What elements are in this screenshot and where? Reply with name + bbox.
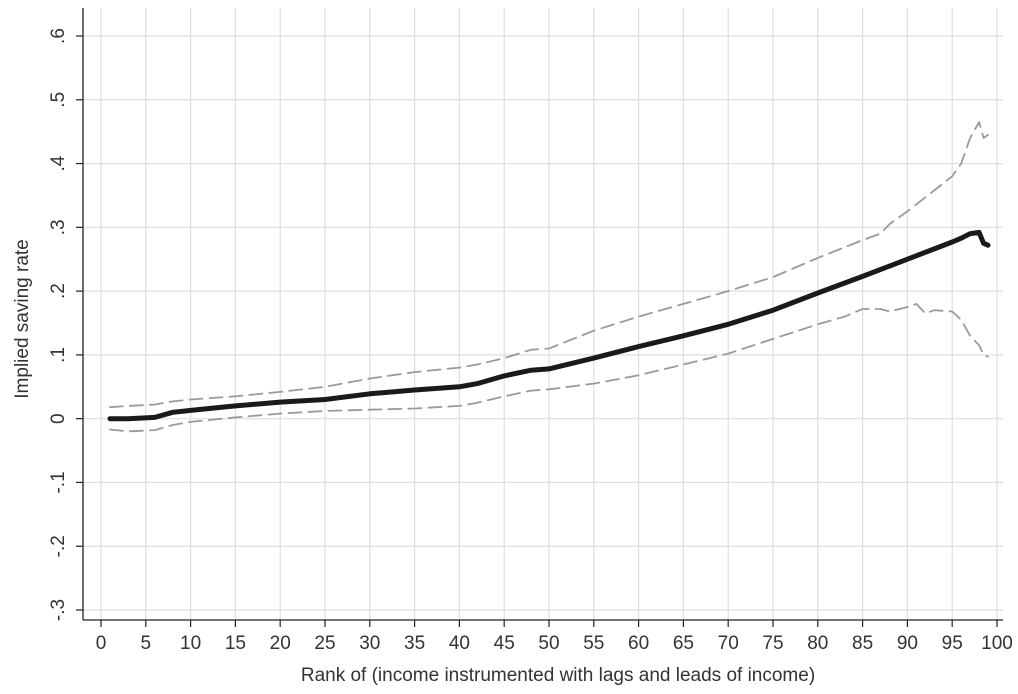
- y-tick-label: .2: [48, 283, 69, 299]
- x-tick-label: 35: [404, 633, 425, 654]
- series-line-estimate: [107, 229, 991, 422]
- y-tick-label: .4: [48, 155, 69, 171]
- y-tick-label: 0: [48, 413, 69, 424]
- x-tick-label: 65: [673, 633, 694, 654]
- x-tick-label: 70: [718, 633, 739, 654]
- x-tick-label: 30: [359, 633, 380, 654]
- x-tick-label: 25: [314, 633, 335, 654]
- y-tick-label: -.3: [48, 599, 69, 621]
- x-tick-label: 15: [225, 633, 246, 654]
- x-tick-label: 0: [96, 633, 107, 654]
- ticks: 0 5 10 15 20 25 30 35 40 45 50 55 60 65 70 75 80 85 90 95 10…: [48, 28, 1013, 654]
- grid: [83, 8, 1003, 620]
- x-tick-label: 5: [141, 633, 152, 654]
- x-axis-title: Rank of (income instrumented with lags a…: [301, 665, 815, 686]
- x-tick-label: 10: [180, 633, 201, 654]
- x-tick-label: 60: [628, 633, 649, 654]
- x-tick-label: 80: [807, 633, 828, 654]
- x-tick-label: 100: [981, 633, 1013, 654]
- y-tick-label: -.1: [48, 471, 69, 493]
- x-tick-label: 75: [762, 633, 783, 654]
- x-tick-label: 50: [538, 633, 559, 654]
- x-tick-label: 20: [270, 633, 291, 654]
- y-tick-label: .1: [48, 347, 69, 363]
- series-line-lower-ci: [109, 303, 989, 433]
- x-tick-label: 95: [942, 633, 963, 654]
- x-tick-label: 45: [494, 633, 515, 654]
- x-tick-label: 40: [449, 633, 470, 654]
- axes: [82, 8, 1003, 621]
- y-axis-title: Implied saving rate: [12, 239, 33, 398]
- y-tick-label: .5: [48, 92, 69, 108]
- series-group: [107, 121, 991, 433]
- y-tick-label: -.2: [48, 535, 69, 557]
- x-tick-label: 90: [897, 633, 918, 654]
- y-tick-label: .6: [48, 28, 69, 44]
- y-tick-label: .3: [48, 219, 69, 235]
- series-line-upper-ci: [109, 121, 989, 409]
- x-tick-label: 85: [852, 633, 873, 654]
- x-tick-label: 55: [583, 633, 604, 654]
